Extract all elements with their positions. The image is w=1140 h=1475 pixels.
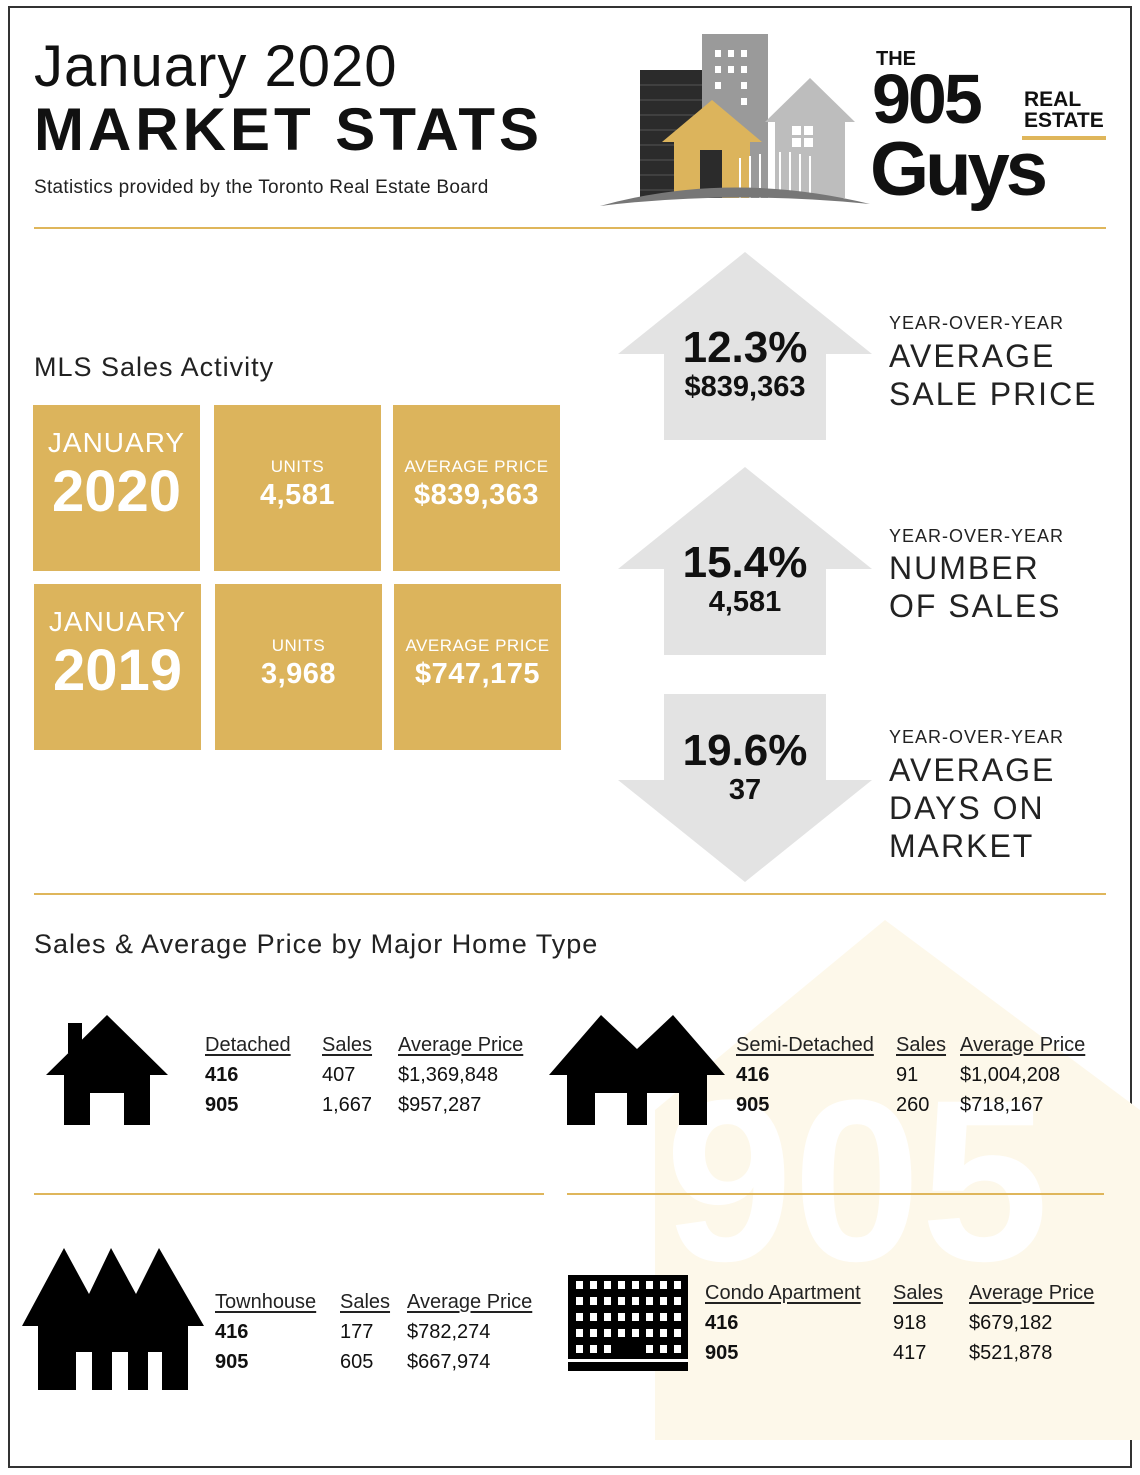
- mls-2020-period-box: JANUARY 2020: [33, 405, 200, 571]
- yoy-days-value: 37: [728, 774, 762, 806]
- yoy-price-small: YEAR-OVER-YEAR: [889, 313, 1065, 333]
- semi-416-price: $1,004,208: [960, 1064, 1061, 1086]
- yoy-price-line2: SALE PRICE: [889, 376, 1098, 412]
- mls-2019-period-box: JANUARY 2019: [34, 584, 201, 750]
- mls-2019-units-box: UNITS 3,968: [215, 584, 382, 750]
- townhouse-416-label: 416: [215, 1321, 249, 1343]
- detached-416-price: $1,369,848: [398, 1064, 499, 1086]
- mls-2019-units-value: 3,968: [260, 658, 337, 690]
- arrow-up-icon: [618, 252, 872, 440]
- yoy-sales-line1: NUMBER: [889, 550, 1040, 586]
- mls-2019-month: JANUARY: [48, 606, 187, 637]
- condo-905-sales: 417: [893, 1342, 927, 1364]
- logo-guys: Guys: [870, 127, 1048, 212]
- condo-416-price: $679,182: [969, 1312, 1053, 1334]
- semi-905-label: 905: [736, 1094, 770, 1116]
- mls-2020-avg-box: AVERAGE PRICE $839,363: [393, 405, 560, 571]
- semi-price-header: Average Price: [960, 1034, 1086, 1056]
- mls-2019-avg-box: AVERAGE PRICE $747,175: [394, 584, 561, 750]
- condo-416-label: 416: [705, 1312, 739, 1334]
- watermark-house-905: 905: [655, 920, 1140, 1440]
- arrow-up-icon: [618, 467, 872, 655]
- logo-real: REAL: [1024, 88, 1082, 111]
- mls-2020-avg-value: $839,363: [414, 479, 539, 511]
- detached-house-icon: [46, 1015, 168, 1125]
- title-month-year: January 2020: [34, 34, 398, 99]
- yoy-sales-value: 4,581: [708, 586, 782, 618]
- yoy-days-small: YEAR-OVER-YEAR: [889, 727, 1065, 747]
- condo-sales-header: Sales: [893, 1282, 944, 1304]
- mls-2019-year: 2019: [52, 638, 183, 703]
- subtitle-source: Statistics provided by the Toronto Real …: [34, 177, 489, 198]
- yoy-price-value: $839,363: [684, 371, 806, 403]
- condo-416-sales: 918: [893, 1312, 927, 1334]
- mls-2019-avg-label: AVERAGE PRICE: [405, 636, 550, 655]
- semi-sales-header: Sales: [896, 1034, 947, 1056]
- mls-2020-month: JANUARY: [47, 427, 186, 458]
- detached-sales-header: Sales: [322, 1034, 373, 1056]
- detached-416-sales: 407: [322, 1064, 356, 1086]
- townhouse-sales-header: Sales: [340, 1291, 391, 1313]
- divider-left: [34, 1193, 544, 1195]
- mls-2020-year: 2020: [51, 459, 182, 524]
- townhouse-icon: [22, 1248, 204, 1390]
- yoy-sales-pct: 15.4%: [682, 538, 808, 587]
- detached-price-header: Average Price: [398, 1034, 524, 1056]
- condo-building-icon: [568, 1275, 688, 1371]
- logo-estate: ESTATE: [1024, 109, 1104, 132]
- yoy-price-pct: 12.3%: [682, 323, 808, 372]
- semi-416-label: 416: [736, 1064, 770, 1086]
- detached-416-label: 416: [205, 1064, 239, 1086]
- page-frame: [8, 6, 1132, 1468]
- townhouse-416-price: $782,274: [407, 1321, 491, 1343]
- townhouse-905-price: $667,974: [407, 1351, 491, 1373]
- semi-905-sales: 260: [896, 1094, 930, 1116]
- semi-detached-house-icon: [549, 1015, 725, 1125]
- mls-2019-units-label: UNITS: [271, 636, 326, 655]
- yoy-days-line1: AVERAGE: [889, 752, 1056, 788]
- logo-the: THE: [876, 48, 916, 70]
- title-market-stats: MARKET STATS: [34, 96, 544, 163]
- arrow-down-icon: [618, 694, 872, 882]
- yoy-days-line2: DAYS ON: [889, 790, 1045, 826]
- mls-2020-units-box: UNITS 4,581: [214, 405, 381, 571]
- semi-416-sales: 91: [896, 1064, 919, 1086]
- logo-buildings-icon: [600, 34, 870, 206]
- divider-right: [567, 1193, 1104, 1195]
- yoy-days-pct: 19.6%: [682, 726, 808, 775]
- divider-middle: [34, 893, 1106, 895]
- detached-905-sales: 1,667: [322, 1094, 373, 1116]
- townhouse-905-sales: 605: [340, 1351, 374, 1373]
- logo-gold-bar: [1022, 136, 1106, 140]
- detached-905-price: $957,287: [398, 1094, 482, 1116]
- logo-905: 905: [872, 60, 983, 138]
- townhouse-905-label: 905: [215, 1351, 249, 1373]
- yoy-sales-line2: OF SALES: [889, 588, 1062, 624]
- yoy-sales-small: YEAR-OVER-YEAR: [889, 526, 1065, 546]
- mls-2020-units-value: 4,581: [259, 479, 336, 511]
- home-types-heading: Sales & Average Price by Major Home Type: [34, 929, 599, 959]
- detached-905-label: 905: [205, 1094, 239, 1116]
- detached-type-header: Detached: [205, 1034, 291, 1056]
- mls-2019-avg-value: $747,175: [415, 658, 540, 690]
- condo-905-price: $521,878: [969, 1342, 1053, 1364]
- semi-type-header: Semi-Detached: [736, 1034, 874, 1056]
- condo-905-label: 905: [705, 1342, 739, 1364]
- townhouse-price-header: Average Price: [407, 1291, 533, 1313]
- townhouse-type-header: Townhouse: [215, 1291, 317, 1313]
- mls-heading: MLS Sales Activity: [34, 352, 275, 382]
- semi-905-price: $718,167: [960, 1094, 1044, 1116]
- townhouse-416-sales: 177: [340, 1321, 374, 1343]
- condo-price-header: Average Price: [969, 1282, 1095, 1304]
- mls-2020-units-label: UNITS: [270, 457, 325, 476]
- mls-2020-avg-label: AVERAGE PRICE: [404, 457, 549, 476]
- condo-type-header: Condo Apartment: [705, 1282, 861, 1304]
- yoy-days-line3: MARKET: [889, 828, 1035, 864]
- yoy-price-line1: AVERAGE: [889, 338, 1056, 374]
- svg-text:905: 905: [665, 1052, 1049, 1309]
- divider-top: [34, 227, 1106, 229]
